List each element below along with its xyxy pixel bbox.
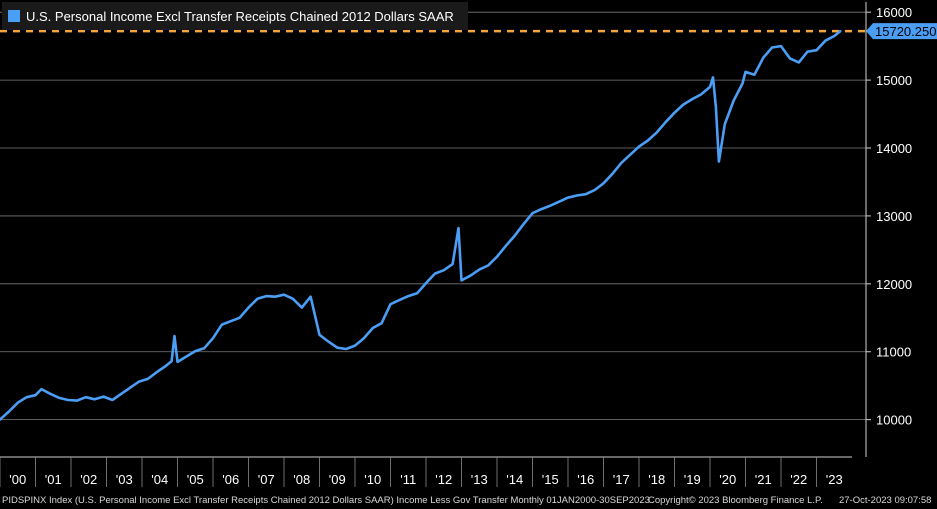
x-tick-label: '05 xyxy=(187,472,204,487)
series-layer xyxy=(0,29,842,421)
x-tick-label: '20 xyxy=(719,472,736,487)
legend-swatch xyxy=(8,10,20,22)
footer-copyright: Copyright© 2023 Bloomberg Finance L.P. xyxy=(648,495,823,506)
x-tick-label: '22 xyxy=(790,472,807,487)
last-value-label-group: 15720.250 xyxy=(866,23,937,39)
y-tick-label: 16000 xyxy=(876,5,912,20)
x-tick-label: '14 xyxy=(506,472,523,487)
gridlines xyxy=(0,11,866,421)
x-tick-label: '19 xyxy=(684,472,701,487)
last-value-label: 15720.250 xyxy=(875,24,936,39)
series-line xyxy=(0,29,842,421)
footer-source: PIDSPINX Index (U.S. Personal Income Exc… xyxy=(2,495,650,506)
line-chart: '00 '01 '02 '03 '04 '05 '06 '07 '08 '09 '10 '11 '12 '… xyxy=(0,2,937,487)
x-tick-label: '02 xyxy=(80,472,97,487)
footer: PIDSPINX Index (U.S. Personal Income Exc… xyxy=(0,492,937,509)
y-tick-label: 15000 xyxy=(876,73,912,88)
x-tick-label: '12 xyxy=(435,472,452,487)
x-tick-label: '00 xyxy=(9,472,26,487)
y-axis: 10000 11000 12000 13000 14000 15000 16000 xyxy=(865,2,912,457)
x-tick-label: '16 xyxy=(577,472,594,487)
x-tick-label: '15 xyxy=(542,472,559,487)
x-tick-label: '06 xyxy=(222,472,239,487)
x-tick-label: '04 xyxy=(151,472,168,487)
x-tick-label: '03 xyxy=(116,472,133,487)
x-tick-label: '18 xyxy=(648,472,665,487)
x-tick-label: '13 xyxy=(471,472,488,487)
y-tick-label: 12000 xyxy=(876,277,912,292)
x-tick-label: '10 xyxy=(364,472,381,487)
x-tick-label: '07 xyxy=(258,472,275,487)
last-value-marker xyxy=(866,23,937,40)
x-tick-label: '09 xyxy=(329,472,346,487)
y-tick-label: 11000 xyxy=(876,345,911,360)
y-tick-label: 10000 xyxy=(876,413,912,428)
x-tick-label: '01 xyxy=(45,472,62,487)
legend: U.S. Personal Income Excl Transfer Recei… xyxy=(2,2,468,30)
x-tick-label: '11 xyxy=(400,472,416,487)
x-tick-label: '17 xyxy=(613,472,630,487)
x-tick-label: '21 xyxy=(755,472,772,487)
x-axis: '00 '01 '02 '03 '04 '05 '06 '07 '08 '09 '10 '11 '12 '… xyxy=(0,456,852,487)
y-tick-label: 13000 xyxy=(876,209,912,224)
x-tick-label: '23 xyxy=(826,472,843,487)
x-tick-label: '08 xyxy=(293,472,310,487)
footer-timestamp: 27-Oct-2023 09:07:58 xyxy=(839,495,932,506)
legend-label: U.S. Personal Income Excl Transfer Recei… xyxy=(26,8,454,24)
y-tick-label: 14000 xyxy=(876,141,912,156)
